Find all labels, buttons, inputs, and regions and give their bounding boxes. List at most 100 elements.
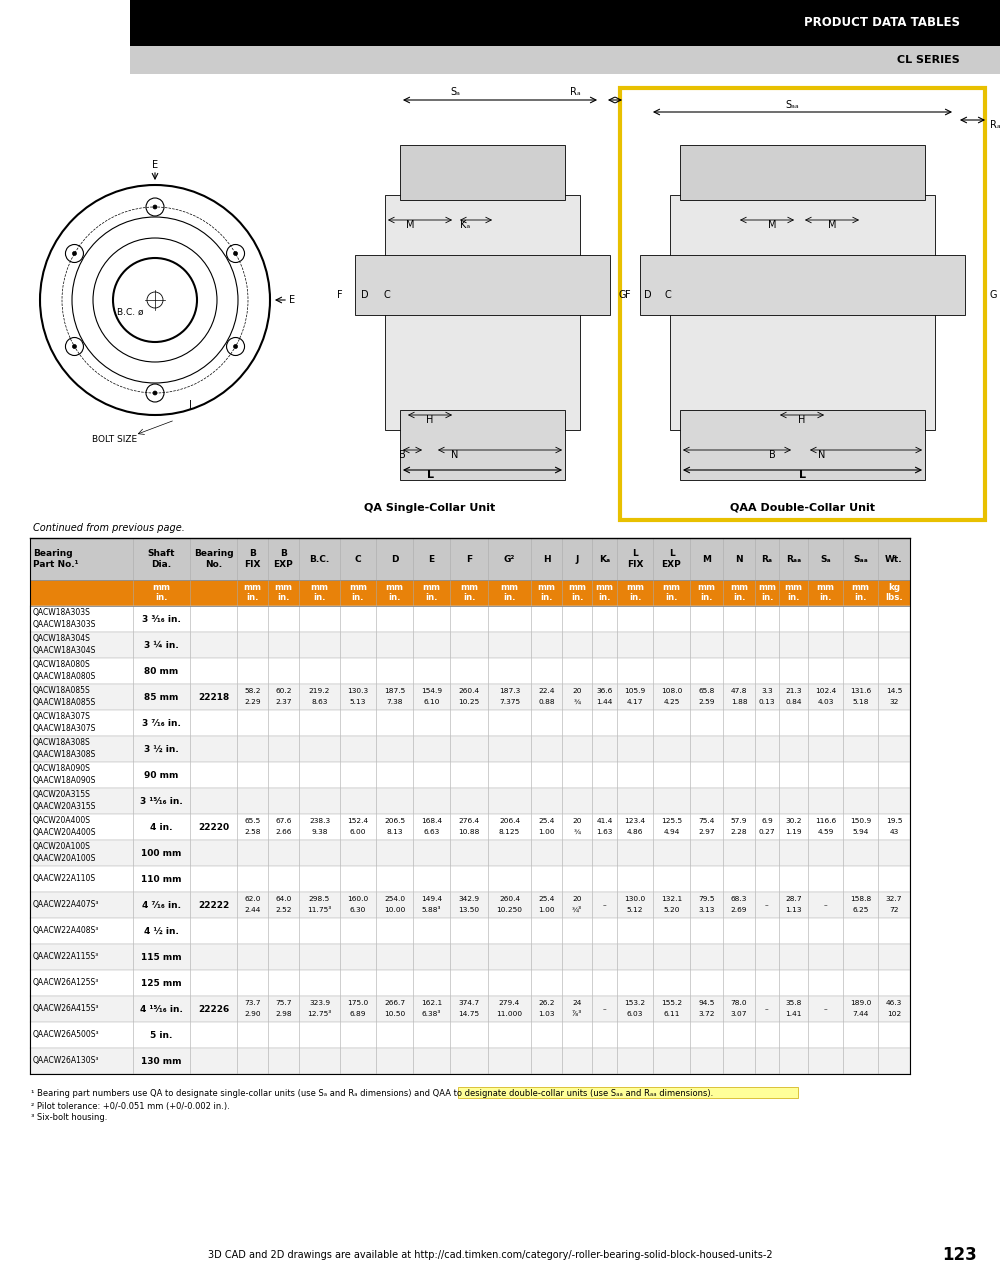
Text: L
EXP: L EXP (662, 549, 681, 568)
Text: in.: in. (819, 594, 832, 603)
Text: H: H (798, 415, 806, 425)
Text: 110 mm: 110 mm (141, 874, 182, 883)
Text: 1.88: 1.88 (731, 699, 747, 705)
Text: L: L (426, 470, 434, 480)
Text: L
FIX: L FIX (627, 549, 643, 568)
Text: 154.9: 154.9 (421, 689, 442, 694)
Text: 20: 20 (572, 896, 582, 902)
Text: G²: G² (504, 554, 515, 563)
Text: 1.44: 1.44 (596, 699, 613, 705)
Text: 67.6: 67.6 (275, 818, 292, 824)
Text: 0.27: 0.27 (759, 829, 775, 835)
Text: 25.4: 25.4 (538, 818, 555, 824)
Text: PRODUCT DATA TABLES: PRODUCT DATA TABLES (804, 17, 960, 29)
Circle shape (72, 344, 76, 348)
Text: 8.125: 8.125 (499, 829, 520, 835)
Text: 12.75³: 12.75³ (307, 1011, 332, 1018)
Text: 4 ½ in.: 4 ½ in. (144, 927, 179, 936)
Text: mm: mm (386, 582, 404, 591)
Text: 374.7: 374.7 (458, 1000, 480, 1006)
Text: ¾: ¾ (573, 829, 581, 835)
Text: 1.13: 1.13 (785, 908, 802, 913)
Text: Kₐ: Kₐ (599, 554, 610, 563)
Text: QACW20A315S: QACW20A315S (33, 791, 91, 800)
Text: 206.4: 206.4 (499, 818, 520, 824)
Text: in.: in. (665, 594, 678, 603)
Text: 30.2: 30.2 (785, 818, 802, 824)
Text: mm: mm (626, 582, 644, 591)
Text: Continued from previous page.: Continued from previous page. (33, 524, 185, 532)
Text: 2.44: 2.44 (244, 908, 261, 913)
Text: –: – (603, 1006, 606, 1012)
Text: ² Pilot tolerance: +0/-0.051 mm (+0/-0.002 in.).: ² Pilot tolerance: +0/-0.051 mm (+0/-0.0… (31, 1102, 230, 1111)
Text: N: N (735, 554, 743, 563)
Text: H: H (426, 415, 434, 425)
Bar (30, 605, 910, 632)
Text: 3 ¹⁵⁄₁₆ in.: 3 ¹⁵⁄₁₆ in. (140, 796, 183, 805)
Text: 6.89: 6.89 (350, 1011, 366, 1018)
Text: in.: in. (313, 594, 326, 603)
Text: 6.25: 6.25 (852, 908, 869, 913)
Text: 153.2: 153.2 (624, 1000, 646, 1006)
Bar (30, 762, 910, 788)
Text: in.: in. (425, 594, 438, 603)
Text: L: L (798, 470, 806, 480)
Text: QACW18A090S: QACW18A090S (33, 764, 91, 773)
Text: 13.50: 13.50 (458, 908, 480, 913)
Text: QAACW18A307S: QAACW18A307S (33, 723, 96, 732)
Text: mm: mm (349, 582, 367, 591)
Text: mm: mm (784, 582, 802, 591)
Bar (30, 736, 910, 762)
Text: 46.3: 46.3 (886, 1000, 902, 1006)
Text: QAACW26A125S³: QAACW26A125S³ (33, 978, 99, 987)
Text: 3 ¼ in.: 3 ¼ in. (144, 640, 179, 649)
Text: 64.0: 64.0 (275, 896, 292, 902)
Text: 254.0: 254.0 (384, 896, 405, 902)
Text: 260.4: 260.4 (499, 896, 520, 902)
Text: 8.63: 8.63 (311, 699, 328, 705)
Text: D: D (644, 291, 652, 300)
Text: 132.1: 132.1 (661, 896, 682, 902)
Text: 11.75³: 11.75³ (307, 908, 332, 913)
Text: F: F (625, 291, 631, 300)
Text: 2.37: 2.37 (275, 699, 292, 705)
Text: 85 mm: 85 mm (144, 692, 179, 701)
Text: 19.5: 19.5 (886, 818, 902, 824)
Bar (400, 145, 565, 200)
Text: 4.59: 4.59 (817, 829, 834, 835)
Bar (30, 1021, 910, 1048)
Text: 3 ³⁄₁₆ in.: 3 ³⁄₁₆ in. (142, 614, 181, 623)
Text: 8.13: 8.13 (386, 829, 403, 835)
Text: E: E (289, 294, 295, 305)
Text: mm: mm (852, 582, 870, 591)
Text: in.: in. (352, 594, 364, 603)
Text: 4.94: 4.94 (663, 829, 680, 835)
Text: 10.250: 10.250 (496, 908, 522, 913)
Text: 238.3: 238.3 (309, 818, 330, 824)
Text: 6.00: 6.00 (350, 829, 366, 835)
Text: 10.88: 10.88 (458, 829, 480, 835)
Text: C: C (355, 554, 361, 563)
Bar (30, 996, 910, 1021)
Bar (130, 46, 1000, 74)
Text: QACW18A085S: QACW18A085S (33, 686, 91, 695)
Text: 22222: 22222 (198, 901, 229, 910)
Text: mm: mm (538, 582, 556, 591)
Text: 90 mm: 90 mm (144, 771, 179, 780)
Text: QA Single-Collar Unit: QA Single-Collar Unit (364, 503, 496, 513)
Text: mm: mm (274, 582, 292, 591)
Text: 152.4: 152.4 (347, 818, 369, 824)
Text: in.: in. (733, 594, 745, 603)
Text: –: – (824, 1006, 827, 1012)
Text: 75.7: 75.7 (275, 1000, 292, 1006)
Text: Rₐ: Rₐ (570, 87, 580, 97)
Circle shape (153, 390, 157, 396)
Text: 155.2: 155.2 (661, 1000, 682, 1006)
Text: 1.00: 1.00 (538, 908, 555, 913)
Text: 149.4: 149.4 (421, 896, 442, 902)
Text: 187.5: 187.5 (384, 689, 405, 694)
Text: mm: mm (568, 582, 586, 591)
Text: Bearing
Part No.¹: Bearing Part No.¹ (33, 549, 78, 568)
Text: 47.8: 47.8 (731, 689, 747, 694)
Text: 5 in.: 5 in. (150, 1030, 173, 1039)
